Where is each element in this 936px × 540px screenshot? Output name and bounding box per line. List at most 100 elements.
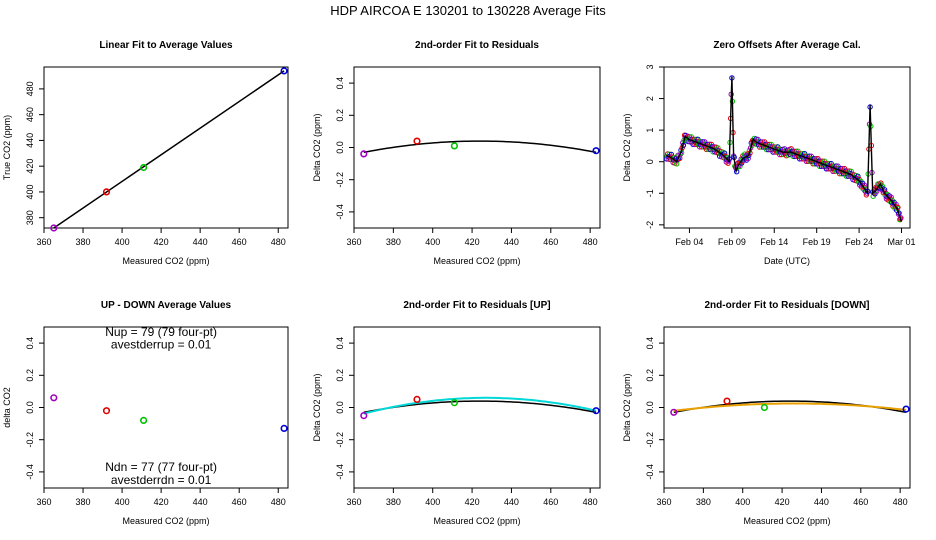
x-tick-label: 360	[346, 237, 361, 247]
fit-curve	[673, 402, 907, 412]
x-axis-label: Measured CO2 (ppm)	[743, 516, 830, 526]
annotation: Nup = 79 (79 four-pt)	[105, 325, 217, 339]
data-point	[670, 408, 678, 416]
x-tick-label: Feb 14	[760, 237, 788, 247]
x-tick-label: 400	[735, 497, 750, 507]
chart-title: 2nd-order Fit to Residuals	[415, 40, 539, 51]
annotation: Ndn = 77 (77 four-pt)	[105, 460, 217, 474]
plot-area	[360, 137, 600, 158]
data-point	[140, 416, 148, 425]
x-tick-label: 480	[583, 237, 598, 247]
series-point	[715, 145, 721, 151]
y-tick-label: 480	[25, 81, 35, 96]
y-axis-label: Delta CO2 (ppm)	[312, 113, 322, 181]
x-tick-label: 440	[814, 497, 829, 507]
y-tick-label: 0.4	[335, 77, 345, 90]
y-tick-label: 0.0	[645, 401, 655, 414]
x-tick-label: Feb 09	[718, 237, 746, 247]
y-tick-label: 0.4	[645, 337, 655, 350]
y-tick-label: 400	[25, 184, 35, 199]
y-tick-label: -0.4	[335, 464, 345, 480]
x-tick-label: 360	[346, 497, 361, 507]
fit-curve	[363, 140, 597, 154]
y-tick-label: 1	[645, 128, 655, 133]
y-tick-label: -0.2	[335, 172, 345, 188]
data-point	[450, 142, 459, 150]
chart-panel-3: Zero Offsets After Average Cal. Date (UTC…	[622, 40, 916, 266]
plot-area	[50, 394, 288, 433]
chart-panel-1: Linear Fit to Average Values Measured CO2…	[2, 40, 289, 266]
chart-panel-6: 2nd-order Fit to Residuals [DOWN] Measure…	[622, 300, 911, 526]
series-point	[828, 160, 834, 167]
data-point	[760, 403, 769, 412]
y-tick-label: -0.4	[335, 204, 345, 220]
x-tick-label: 460	[543, 497, 558, 507]
x-tick-label: 420	[775, 497, 790, 507]
x-tick-label: 380	[386, 497, 401, 507]
series-point	[795, 148, 801, 154]
chart-title: 2nd-order Fit to Residuals [UP]	[403, 300, 550, 311]
series-point	[848, 168, 854, 175]
y-tick-label: -0.4	[25, 464, 35, 480]
y-tick-label: 0.4	[25, 337, 35, 350]
y-tick-label: 2	[645, 96, 655, 101]
x-tick-label: 380	[76, 237, 91, 247]
x-tick-label: 420	[465, 237, 480, 247]
x-tick-label: 460	[853, 497, 868, 507]
y-tick-label: 460	[25, 107, 35, 122]
x-tick-label: Feb 24	[845, 237, 873, 247]
x-axis-label: Date (UTC)	[764, 256, 810, 266]
plot-frame	[43, 66, 289, 229]
x-tick-label: 460	[232, 237, 247, 247]
plot-area	[50, 67, 288, 232]
y-tick-label: 0.0	[25, 401, 35, 414]
y-tick-label: 0.4	[335, 337, 345, 350]
chart-panel-5: 2nd-order Fit to Residuals [UP] Measured …	[312, 300, 601, 526]
data-point	[50, 394, 58, 402]
data-point	[450, 399, 459, 407]
x-axis-label: Measured CO2 (ppm)	[122, 516, 209, 526]
y-tick-label: 0	[645, 159, 655, 164]
data-point	[413, 395, 421, 404]
x-tick-label: 400	[115, 237, 130, 247]
y-tick-label: 0.2	[645, 369, 655, 382]
y-tick-label: -0.4	[645, 464, 655, 480]
x-axis-label: Measured CO2 (ppm)	[122, 256, 209, 266]
plot-area	[670, 397, 910, 416]
x-tick-label: 380	[696, 497, 711, 507]
data-point	[102, 188, 111, 196]
y-axis-label: delta CO2	[2, 387, 12, 428]
y-tick-label: -1	[645, 189, 655, 197]
y-tick-label: 440	[25, 133, 35, 148]
x-tick-label: 420	[465, 497, 480, 507]
y-tick-label: 0.2	[335, 109, 345, 122]
data-point	[592, 147, 600, 155]
data-point	[50, 224, 58, 232]
x-tick-label: 400	[115, 497, 130, 507]
series-point	[721, 150, 728, 156]
data-point	[360, 150, 368, 158]
x-tick-label: 360	[36, 237, 51, 247]
fit-curve	[363, 396, 597, 415]
data-point	[280, 67, 288, 75]
y-tick-label: 420	[25, 159, 35, 174]
x-tick-label: 420	[154, 237, 169, 247]
plot-area	[360, 395, 600, 420]
x-axis-label: Measured CO2 (ppm)	[433, 516, 520, 526]
y-axis-label: True CO2 (ppm)	[2, 115, 12, 180]
y-tick-label: -0.2	[335, 432, 345, 448]
x-tick-label: 400	[425, 237, 440, 247]
y-tick-label: 0.2	[335, 369, 345, 382]
x-tick-label: 420	[154, 497, 169, 507]
x-tick-label: 400	[425, 497, 440, 507]
y-tick-label: -0.2	[645, 432, 655, 448]
x-tick-label: 460	[543, 237, 558, 247]
plot-area	[663, 75, 904, 223]
x-tick-label: 440	[504, 237, 519, 247]
x-tick-label: 440	[193, 237, 208, 247]
data-point	[723, 397, 731, 405]
x-tick-label: 440	[193, 497, 208, 507]
y-axis-label: Delta CO2 (ppm)	[312, 373, 322, 441]
chart-panel-4: UP - DOWN Average Values Measured CO2 (pp…	[2, 300, 289, 526]
